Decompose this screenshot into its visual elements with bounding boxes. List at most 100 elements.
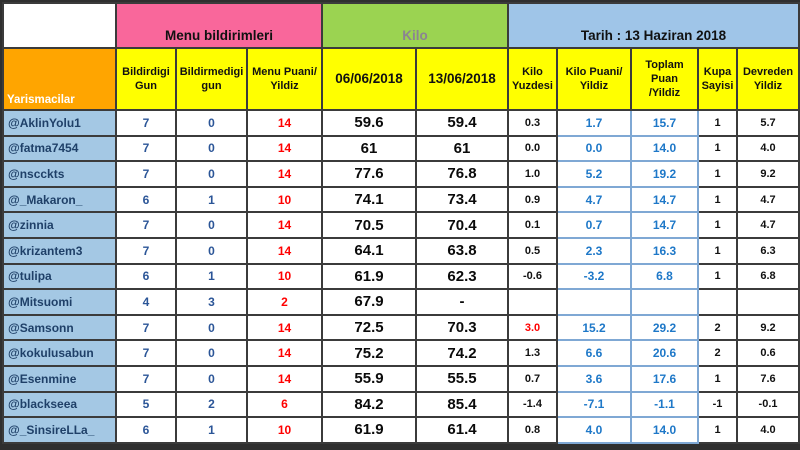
table-body: @AklinYolu1 7 0 14 59.6 59.4 0.3 1.7 15.7 1 5.7 @fa…: [2, 109, 800, 444]
cell-kilo-1306: -: [415, 288, 509, 316]
cell-bildirdigi-gun: 7: [115, 109, 177, 137]
cell-toplam-puan: 6.8: [630, 262, 699, 291]
cell-kilo-1306: 63.8: [415, 236, 509, 265]
cell-menu-puani: 2: [246, 288, 323, 316]
group-header-kilo: Kilo: [321, 2, 509, 49]
cell-kilo-0606: 72.5: [321, 313, 417, 342]
cell-kilo-puani: 15.2: [556, 313, 632, 342]
cell-bildirdigi-gun: 7: [115, 339, 177, 367]
cell-devreden-yildiz: 9.2: [735, 160, 800, 188]
cell-username: @zinnia: [2, 211, 117, 239]
cell-kilo-puani: 0.0: [556, 134, 632, 163]
cell-kilo-0606: 67.9: [321, 288, 417, 316]
cell-devreden-yildiz: 5.7: [735, 109, 800, 137]
cell-devreden-yildiz: [735, 288, 800, 316]
cell-kilo-puani: [556, 288, 632, 316]
cell-kilo-0606: 77.6: [321, 160, 417, 188]
cell-menu-puani: 10: [246, 416, 323, 444]
cell-toplam-puan: 19.2: [630, 160, 699, 188]
table-row: @nscckts 7 0 14 77.6 76.8 1.0 5.2 19.2 1 9.2: [2, 160, 800, 188]
cell-kupa-sayisi: 2: [697, 339, 738, 367]
table-row: @kokulusabun 7 0 14 75.2 74.2 1.3 6.6 20.6 2 0.6: [2, 339, 800, 367]
cell-menu-puani: 10: [246, 185, 323, 214]
cell-bildirmedigi-gun: 1: [175, 416, 248, 444]
cell-bildirdigi-gun: 7: [115, 313, 177, 342]
cell-kilo-yuzdesi: 0.3: [507, 109, 558, 137]
header-devreden-yildiz: Devreden Yildiz: [735, 47, 800, 111]
cell-username: @tulipa: [2, 262, 117, 291]
cell-kilo-0606: 70.5: [321, 211, 417, 239]
cell-username: @Mitsuomi: [2, 288, 117, 316]
cell-kilo-1306: 85.4: [415, 390, 509, 419]
cell-bildirdigi-gun: 7: [115, 364, 177, 393]
cell-kilo-0606: 55.9: [321, 364, 417, 393]
cell-toplam-puan: 29.2: [630, 313, 699, 342]
header-toplam-puan: Toplam Puan /Yildiz: [630, 47, 699, 111]
cell-bildirmedigi-gun: 0: [175, 211, 248, 239]
cell-kilo-yuzdesi: [507, 288, 558, 316]
table-row: @Esenmine 7 0 14 55.9 55.5 0.7 3.6 17.6 1 7.6: [2, 364, 800, 393]
cell-devreden-yildiz: 4.0: [735, 416, 800, 444]
table-row: @krizantem3 7 0 14 64.1 63.8 0.5 2.3 16.3 1 6.3: [2, 236, 800, 265]
cell-kupa-sayisi: 1: [697, 262, 738, 291]
cell-bildirmedigi-gun: 0: [175, 364, 248, 393]
cell-kupa-sayisi: 1: [697, 211, 738, 239]
cell-devreden-yildiz: 6.8: [735, 262, 800, 291]
cell-bildirmedigi-gun: 0: [175, 236, 248, 265]
cell-kilo-yuzdesi: 0.9: [507, 185, 558, 214]
cell-kilo-0606: 74.1: [321, 185, 417, 214]
cell-devreden-yildiz: 4.0: [735, 134, 800, 163]
cell-kupa-sayisi: 1: [697, 236, 738, 265]
cell-kilo-puani: 3.6: [556, 364, 632, 393]
header-date-1306: 13/06/2018: [415, 47, 509, 111]
cell-kilo-0606: 61.9: [321, 416, 417, 444]
cell-kilo-puani: 4.7: [556, 185, 632, 214]
header-yarismacilar: Yarismacilar: [2, 47, 117, 111]
cell-kilo-puani: 6.6: [556, 339, 632, 367]
cell-bildirdigi-gun: 4: [115, 288, 177, 316]
table-row: @tulipa 6 1 10 61.9 62.3 -0.6 -3.2 6.8 1 6.8: [2, 262, 800, 291]
cell-devreden-yildiz: 9.2: [735, 313, 800, 342]
cell-kilo-yuzdesi: 0.5: [507, 236, 558, 265]
cell-username: @fatma7454: [2, 134, 117, 163]
cell-menu-puani: 14: [246, 134, 323, 163]
cell-menu-puani: 6: [246, 390, 323, 419]
cell-menu-puani: 14: [246, 364, 323, 393]
cell-kilo-0606: 59.6: [321, 109, 417, 137]
cell-kupa-sayisi: 1: [697, 109, 738, 137]
cell-username: @blackseea: [2, 390, 117, 419]
table-row: @AklinYolu1 7 0 14 59.6 59.4 0.3 1.7 15.7 1 5.7: [2, 109, 800, 137]
cell-devreden-yildiz: 4.7: [735, 211, 800, 239]
cell-kilo-0606: 64.1: [321, 236, 417, 265]
cell-kilo-puani: 5.2: [556, 160, 632, 188]
cell-kilo-yuzdesi: -1.4: [507, 390, 558, 419]
table-row: @fatma7454 7 0 14 61 61 0.0 0.0 14.0 1 4.0: [2, 134, 800, 163]
header-kilo-puani: Kilo Puani/ Yildiz: [556, 47, 632, 111]
cell-bildirdigi-gun: 6: [115, 416, 177, 444]
cell-kilo-puani: 0.7: [556, 211, 632, 239]
cell-username: @kokulusabun: [2, 339, 117, 367]
cell-username: @Esenmine: [2, 364, 117, 393]
cell-kilo-puani: 2.3: [556, 236, 632, 265]
cell-bildirmedigi-gun: 0: [175, 339, 248, 367]
cell-kilo-1306: 73.4: [415, 185, 509, 214]
cell-toplam-puan: 15.7: [630, 109, 699, 137]
cell-kupa-sayisi: 1: [697, 160, 738, 188]
cell-menu-puani: 14: [246, 236, 323, 265]
header-date-0606: 06/06/2018: [321, 47, 417, 111]
cell-toplam-puan: 16.3: [630, 236, 699, 265]
cell-bildirmedigi-gun: 0: [175, 109, 248, 137]
table-row: @blackseea 5 2 6 84.2 85.4 -1.4 -7.1 -1.1 -1 -0.1: [2, 390, 800, 419]
cell-kilo-1306: 70.4: [415, 211, 509, 239]
cell-menu-puani: 14: [246, 313, 323, 342]
cell-kilo-puani: 4.0: [556, 416, 632, 444]
cell-kupa-sayisi: 1: [697, 185, 738, 214]
cell-kilo-puani: -7.1: [556, 390, 632, 419]
cell-devreden-yildiz: 6.3: [735, 236, 800, 265]
table-row: @zinnia 7 0 14 70.5 70.4 0.1 0.7 14.7 1 4.7: [2, 211, 800, 239]
cell-toplam-puan: 20.6: [630, 339, 699, 367]
cell-username: @_Makaron_: [2, 185, 117, 214]
cell-kilo-1306: 74.2: [415, 339, 509, 367]
cell-bildirmedigi-gun: 0: [175, 313, 248, 342]
